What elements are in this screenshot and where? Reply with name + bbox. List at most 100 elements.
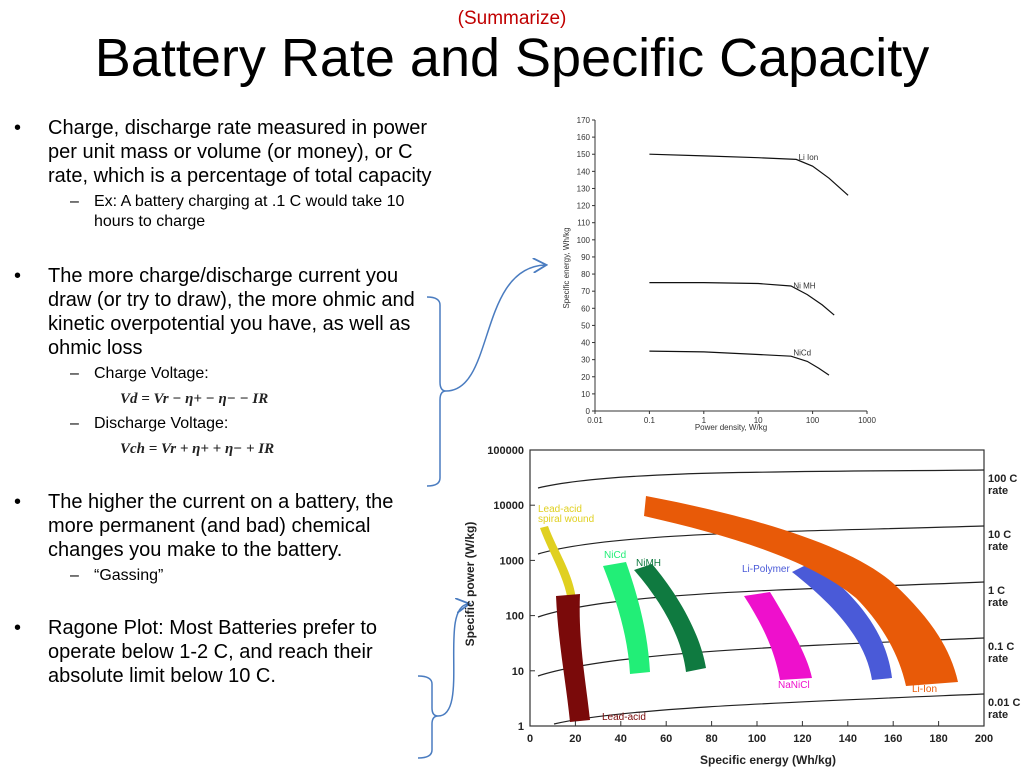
chart1-y-tick-label: 20 bbox=[581, 373, 590, 382]
chart1-y-tick-label: 120 bbox=[577, 202, 591, 211]
chart1-x-tick-label: 0.1 bbox=[644, 416, 656, 425]
chart2-x-tick-label: 100 bbox=[748, 733, 766, 745]
chart2-y-tick-label: 100000 bbox=[487, 445, 524, 457]
ragone-region-label: NiCd bbox=[604, 550, 626, 561]
ragone-plot: 1 10 100 1000 10000 100000 0 20 40 60 80 100 120 140… bbox=[463, 445, 1020, 767]
chart1-y-tick-label: 80 bbox=[581, 270, 590, 279]
sub-bullet-text: “Gassing” bbox=[94, 567, 164, 584]
chart1-y-tick-label: 50 bbox=[581, 321, 590, 330]
bullet-item: • Charge, discharge rate measured in pow… bbox=[14, 116, 434, 188]
chart1-y-tick-label: 60 bbox=[581, 304, 590, 313]
bullet-item: • Ragone Plot: Most Batteries prefer to … bbox=[14, 616, 434, 688]
bracket-ohmic bbox=[426, 296, 447, 487]
discharge-equation-text: Vch = Vr + η+ + η− + IR bbox=[120, 441, 274, 457]
slide-title: Battery Rate and Specific Capacity bbox=[94, 28, 930, 88]
ragone-region-label: Lead-acid bbox=[602, 712, 646, 723]
bullet-marker: • bbox=[14, 117, 22, 139]
chart1-x-axis-label: Power density, W/kg bbox=[695, 423, 767, 432]
chart2-y-tick-label: 100 bbox=[506, 611, 524, 623]
chart2-x-tick-label: 120 bbox=[793, 733, 811, 745]
sub-bullet-item: – Discharge Voltage: bbox=[14, 414, 434, 434]
chart2-y-tick-label: 1 bbox=[518, 721, 524, 733]
chart1-y-tick-label: 170 bbox=[577, 116, 591, 125]
chart1-x-tick-label: 100 bbox=[806, 416, 820, 425]
chart1-y-tick-label: 160 bbox=[577, 133, 591, 142]
ragone-region bbox=[744, 592, 812, 680]
chart1-x-tick-label: 1000 bbox=[858, 416, 876, 425]
ragone-region bbox=[644, 496, 958, 686]
sub-bullet-text: Ex: A battery charging at .1 C would tak… bbox=[94, 193, 405, 230]
chart2-x-tick-label: 140 bbox=[839, 733, 857, 745]
ragone-region-label: NiMH bbox=[636, 558, 661, 569]
chart1-y-tick-label: 10 bbox=[581, 390, 590, 399]
ragone-region-label: Li-Polymer bbox=[742, 564, 790, 575]
chart1-series-label: Ni MH bbox=[793, 282, 815, 291]
charge-equation-text: Vd = Vr − η+ − η− − IR bbox=[120, 391, 268, 407]
chart1-y-tick-label: 70 bbox=[581, 287, 590, 296]
chart1-x-tick-label: 0.01 bbox=[587, 416, 603, 425]
bracket-ragone bbox=[417, 675, 439, 759]
chart2-y-tick-label: 1000 bbox=[500, 555, 524, 567]
ragone-region bbox=[556, 594, 590, 722]
sub-bullet-marker: – bbox=[70, 415, 79, 432]
chart2-x-tick-label: 60 bbox=[660, 733, 672, 745]
sub-bullet-item: – Ex: A battery charging at .1 C would t… bbox=[14, 192, 434, 232]
chart1-y-tick-label: 90 bbox=[581, 253, 590, 262]
arrow-to-line-chart bbox=[445, 265, 545, 392]
chart1-y-tick-label: 130 bbox=[577, 184, 591, 193]
ragone-region bbox=[603, 562, 650, 674]
ragone-region bbox=[540, 526, 577, 616]
sub-bullet-text: Discharge Voltage: bbox=[94, 415, 229, 432]
sub-bullet-item: – “Gassing” bbox=[14, 566, 434, 586]
sub-bullet-marker: – bbox=[70, 567, 79, 584]
chart1-y-axis-label: Specific energy, Wh/kg bbox=[562, 227, 571, 308]
chart2-x-tick-label: 200 bbox=[975, 733, 993, 745]
bullet-text: Charge, discharge rate measured in power… bbox=[48, 117, 432, 187]
bullet-text: The more charge/discharge current you dr… bbox=[48, 265, 415, 359]
specific-energy-line-chart: 0102030405060708090100110120130140150160… bbox=[562, 116, 876, 432]
ragone-region-label: NaNiCl bbox=[778, 680, 810, 691]
bullet-item: • The higher the current on a battery, t… bbox=[14, 490, 434, 562]
chart1-series-line bbox=[649, 153, 849, 196]
charge-voltage-equation: Vd = Vr − η+ − η− − IR bbox=[118, 386, 434, 410]
sub-bullet-marker: – bbox=[70, 365, 79, 382]
chart2-x-tick-label: 160 bbox=[884, 733, 902, 745]
chart1-x-tick-label: 1 bbox=[702, 416, 707, 425]
arrow-to-ragone-chart bbox=[437, 604, 468, 717]
chart2-x-axis-label: Specific energy (Wh/kg) bbox=[700, 753, 836, 767]
ragone-region bbox=[634, 564, 706, 672]
chart1-y-tick-label: 40 bbox=[581, 339, 590, 348]
chart2-x-tick-label: 80 bbox=[705, 733, 717, 745]
sub-bullet-text: Charge Voltage: bbox=[94, 365, 209, 382]
slide-supertitle: (Summarize) bbox=[457, 8, 567, 29]
chart1-y-tick-label: 110 bbox=[577, 219, 590, 228]
bullet-marker: • bbox=[14, 491, 22, 513]
chart2-y-tick-label: 10000 bbox=[493, 500, 524, 512]
bullet-text: Ragone Plot: Most Batteries prefer to op… bbox=[48, 617, 378, 687]
chart2-y-tick-label: 10 bbox=[512, 666, 524, 678]
discharge-voltage-equation: Vch = Vr + η+ + η− + IR bbox=[118, 436, 434, 460]
chart1-y-tick-label: 100 bbox=[577, 236, 591, 245]
chart1-series-line bbox=[649, 282, 835, 316]
chart1-series-label: Li Ion bbox=[799, 153, 819, 162]
chart2-x-tick-label: 40 bbox=[615, 733, 627, 745]
chart1-series-label: NiCd bbox=[793, 348, 811, 357]
chart1-series-line bbox=[649, 350, 830, 376]
chart2-y-axis-label: Specific power (W/kg) bbox=[463, 522, 477, 647]
bullet-item: • The more charge/discharge current you … bbox=[14, 264, 434, 360]
chart1-x-tick-label: 10 bbox=[754, 416, 763, 425]
chart1-y-tick-label: 30 bbox=[581, 356, 590, 365]
sub-bullet-marker: – bbox=[70, 193, 79, 210]
ragone-region-label: Li-Ion bbox=[912, 684, 937, 695]
bullet-text: The higher the current on a battery, the… bbox=[48, 491, 394, 561]
bullet-marker: • bbox=[14, 265, 22, 287]
bullet-list: • Charge, discharge rate measured in pow… bbox=[14, 116, 434, 688]
ragone-region-label: Lead-acid spiral wound bbox=[538, 504, 594, 525]
sub-bullet-item: – Charge Voltage: bbox=[14, 364, 434, 384]
chart2-x-tick-label: 180 bbox=[929, 733, 947, 745]
ragone-region bbox=[792, 562, 892, 680]
